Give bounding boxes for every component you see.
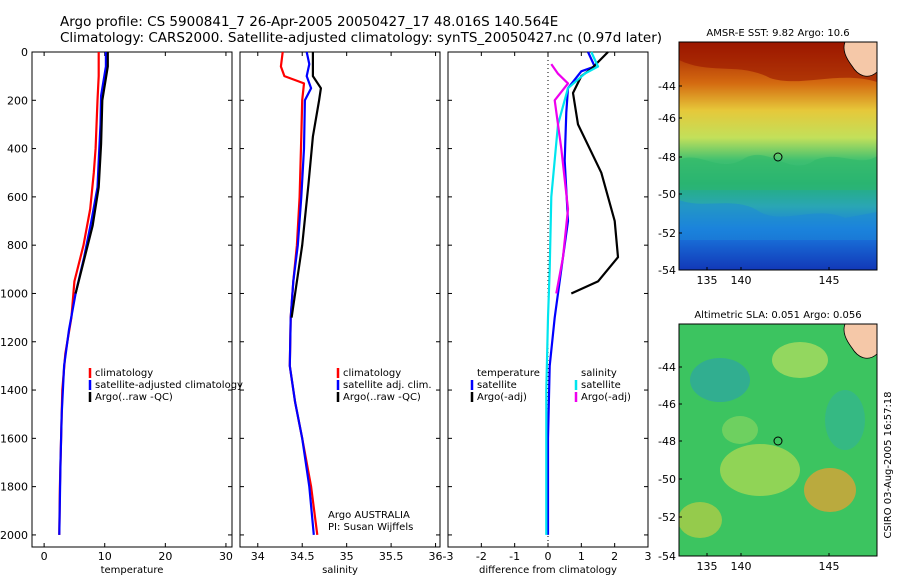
argo-location-marker-sla <box>773 436 783 446</box>
land-tasmania <box>843 42 877 77</box>
y-tick-label: 1600 <box>0 432 28 445</box>
argo-location-marker <box>773 152 783 162</box>
sla-map: Altimetric SLA: 0.051 Argo: 0.056 135 140… <box>658 310 878 573</box>
salinity-profile-frame <box>239 51 441 548</box>
legend-label: Argo(-adj) <box>477 392 527 403</box>
legend-label: Argo(-adj) <box>581 392 631 403</box>
y-tick-label: 1800 <box>0 481 28 494</box>
x-tick-label: -2 <box>476 550 487 563</box>
series-temperature-argo-adj- <box>570 51 620 295</box>
sst-map: AMSR-E SST: 9.82 Argo: 10.6 135 140 145 -44… <box>658 28 878 287</box>
map-x-tick-label: 145 <box>819 274 840 287</box>
legend-label: satellite-adjusted climatology <box>95 380 243 391</box>
legend-label: satellite <box>581 380 621 391</box>
x-tick-label: 34.5 <box>290 550 315 563</box>
temperature-panel: 0 10 20 30 0 200 400 600 800 1000 1200 1400 1600 1800… <box>0 46 243 576</box>
legend-label: climatology <box>343 368 401 379</box>
y-tick-label: 1400 <box>0 384 28 397</box>
x-tick-label: 35 <box>340 550 354 563</box>
salinity-panel: 34 34.5 35 35.5 36 salinity climatologysatelli… <box>239 51 443 576</box>
map-x-tick-label: 135 <box>697 274 718 287</box>
legend-label: temperature <box>477 368 540 379</box>
sla-map-title: Altimetric SLA: 0.051 Argo: 0.056 <box>694 310 861 321</box>
map-y-tick-label: -48 <box>658 151 676 164</box>
legend-label: salinity <box>581 368 617 379</box>
legend-label: satellite adj. clim. <box>343 380 432 391</box>
series-climatology <box>279 51 319 536</box>
annotation-text: Argo AUSTRALIA <box>328 510 410 521</box>
legend-label: Argo(..raw -QC) <box>343 392 421 403</box>
x-tick-label: -1 <box>509 550 520 563</box>
series-climatology <box>58 52 100 535</box>
y-tick-label: 400 <box>7 143 28 156</box>
map-x-tick-label: 145 <box>819 560 840 573</box>
salinity-profile-xlabel: salinity <box>322 565 358 576</box>
map-y-tick-label: -46 <box>658 398 676 411</box>
x-tick-label: 0 <box>41 550 48 563</box>
temperature-profile-frame <box>31 51 233 548</box>
series-salinity-satellite <box>545 51 600 535</box>
map-x-tick-label: 135 <box>697 560 718 573</box>
y-tick-label: 0 <box>21 46 28 59</box>
x-tick-label: 10 <box>98 550 112 563</box>
map-y-tick-label: -54 <box>658 550 676 563</box>
x-tick-label: 35.5 <box>379 550 404 563</box>
series-satellite-adjusted-climatology <box>58 52 108 535</box>
sst-map-title: AMSR-E SST: 9.82 Argo: 10.6 <box>706 28 849 39</box>
map-y-tick-label: -48 <box>658 435 676 448</box>
map-y-tick-label: -50 <box>658 473 676 486</box>
land-tasmania-sla <box>843 324 877 359</box>
temperature-profile-xlabel: temperature <box>101 565 164 576</box>
map-y-tick-label: -44 <box>658 361 676 374</box>
y-tick-label: 1200 <box>0 336 28 349</box>
y-tick-label: 800 <box>7 239 28 252</box>
map-y-tick-label: -54 <box>658 264 676 277</box>
map-y-tick-label: -44 <box>658 80 676 93</box>
x-tick-label: 1 <box>578 550 585 563</box>
map-y-tick-label: -52 <box>658 511 676 524</box>
y-tick-label: 2000 <box>0 529 28 542</box>
legend-label: Argo(..raw -QC) <box>95 392 173 403</box>
y-tick-label: 200 <box>7 94 28 107</box>
title-line-2: Climatology: CARS2000. Satellite-adjuste… <box>60 30 663 46</box>
x-tick-label: 20 <box>158 550 172 563</box>
x-tick-label: 3 <box>645 550 652 563</box>
credit-stamp: CSIRO 03-Aug-2005 16:57:18 <box>883 391 894 538</box>
legend-label: satellite <box>477 380 517 391</box>
series-salinity-argo-adj- <box>550 63 570 294</box>
map-x-tick-label: 140 <box>731 560 752 573</box>
title-line-1: Argo profile: CS 5900841_7 26-Apr-2005 2… <box>60 14 559 30</box>
annotation-text: PI: Susan Wijffels <box>328 522 413 533</box>
x-tick-label: 2 <box>611 550 618 563</box>
map-y-tick-label: -46 <box>658 112 676 125</box>
difference-profile-xlabel: difference from climatology <box>479 565 617 576</box>
map-y-tick-label: -52 <box>658 227 676 240</box>
x-tick-label: -3 <box>443 550 454 563</box>
series-argo-raw-qc- <box>74 52 109 294</box>
y-tick-label: 600 <box>7 191 28 204</box>
x-tick-label: 0 <box>545 550 552 563</box>
difference-panel: -3 -2 -1 0 1 2 3 difference from climatology tem… <box>443 51 652 576</box>
legend-label: climatology <box>95 368 153 379</box>
map-x-tick-label: 140 <box>731 274 752 287</box>
x-tick-label: 34 <box>251 550 265 563</box>
y-tick-label: 1000 <box>0 287 28 300</box>
x-tick-label: 36 <box>429 550 443 563</box>
x-tick-label: 30 <box>219 550 233 563</box>
map-y-tick-label: -50 <box>658 188 676 201</box>
series-satellite-adj-clim- <box>288 51 315 536</box>
series-argo-raw-qc- <box>290 52 322 318</box>
